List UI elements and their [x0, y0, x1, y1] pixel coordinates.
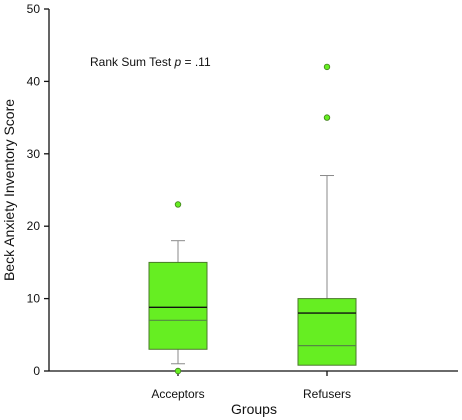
y-tick-label-20: 20 [27, 219, 41, 233]
x-axis-category-labels: Acceptors Refusers [151, 371, 351, 401]
box-plot-series [148, 63, 357, 375]
box-refusers [297, 298, 357, 366]
y-axis-ticks: 0 10 20 30 40 50 [27, 2, 49, 378]
y-tick-label-0: 0 [33, 364, 40, 378]
y-tick-label-40: 40 [27, 74, 41, 88]
box-group-refusers [297, 63, 357, 366]
outlier-point-refusers-0 [323, 114, 331, 121]
annotation-p-italic: p [173, 55, 181, 69]
outlier-point-acceptors-0 [174, 201, 182, 208]
x-tick-label-refusers: Refusers [303, 387, 351, 401]
x-axis-title: Groups [231, 401, 277, 417]
outlier-point-refusers-1 [323, 63, 331, 71]
axes [48, 9, 458, 372]
rank-sum-test-annotation: Rank Sum Test p = .11 [90, 55, 211, 69]
y-tick-label-30: 30 [27, 147, 41, 161]
outlier-point-acceptors-1 [174, 367, 182, 375]
annotation-prefix: Rank Sum Test [90, 55, 174, 69]
box-acceptors [148, 261, 208, 350]
annotation-suffix: = .11 [181, 55, 211, 69]
y-tick-label-10: 10 [27, 292, 41, 306]
y-axis-title: Beck Anxiety Inventory Score [1, 99, 17, 281]
y-tick-label-50: 50 [27, 2, 41, 16]
box-group-acceptors [148, 201, 208, 375]
x-tick-label-acceptors: Acceptors [151, 387, 204, 401]
